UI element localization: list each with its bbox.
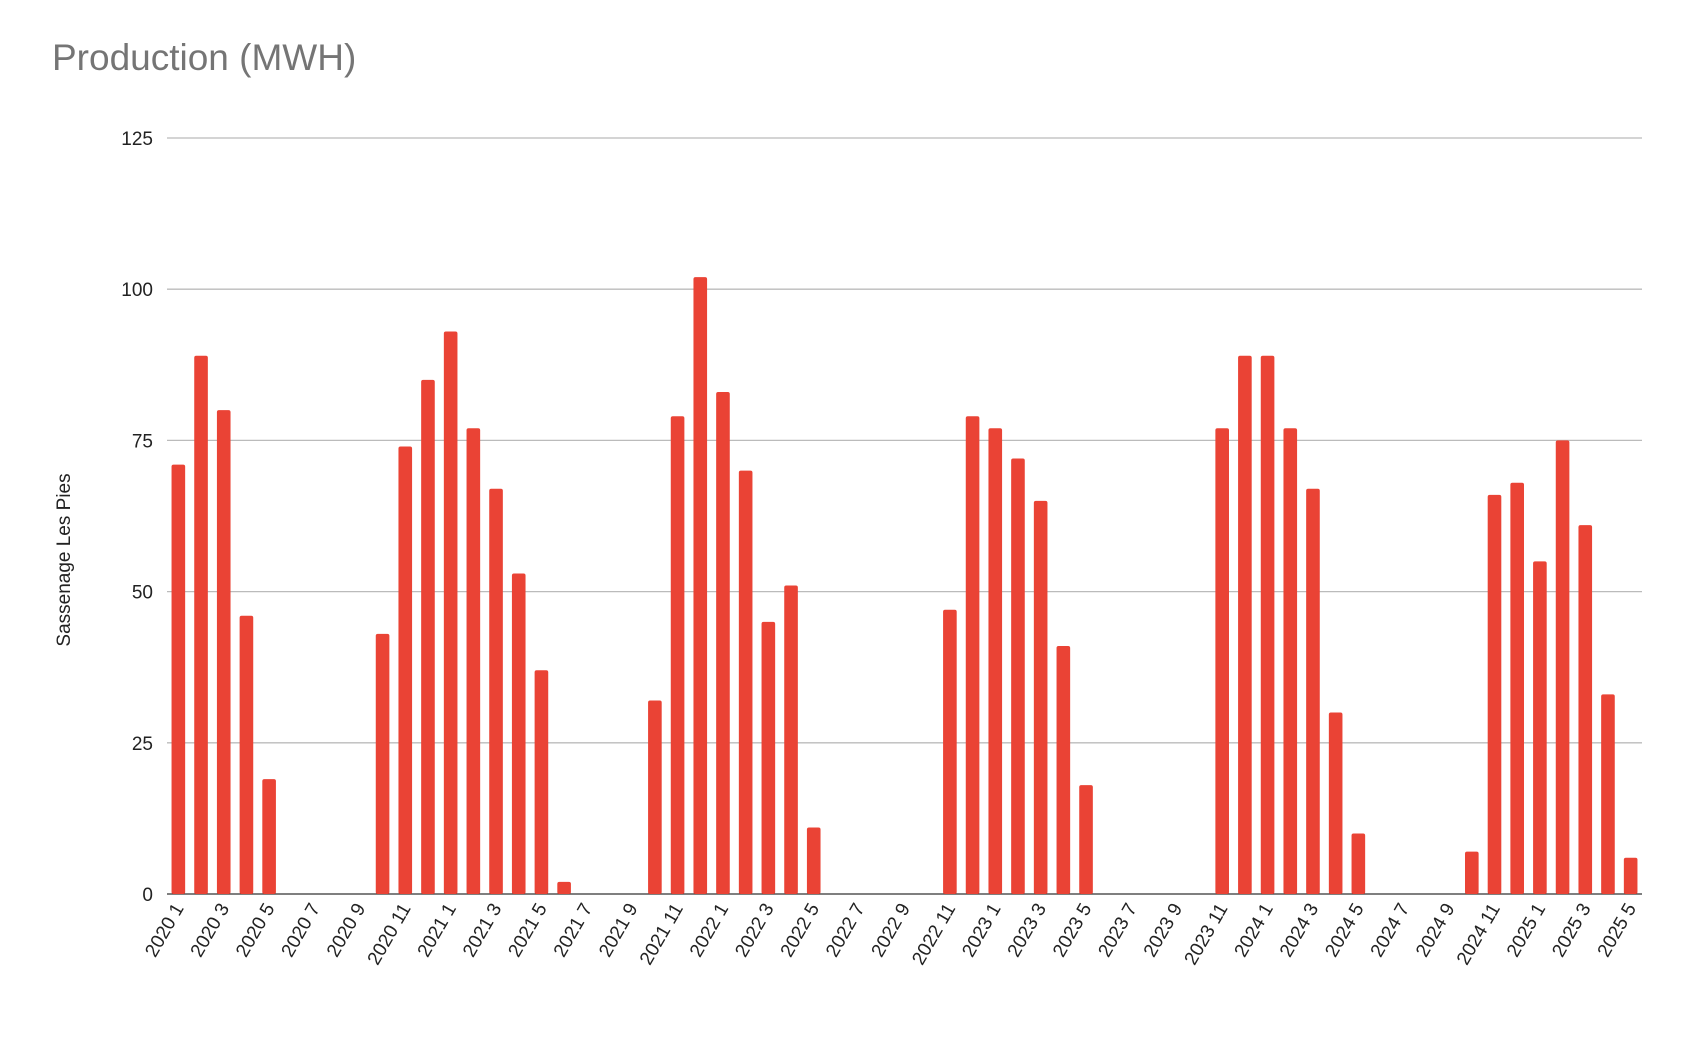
x-tick-label: 2024 11 <box>1453 900 1505 969</box>
x-tick-label: 2025 1 <box>1503 900 1550 961</box>
bar <box>443 331 458 894</box>
bar <box>1011 458 1025 894</box>
x-tick-label: 2023 7 <box>1095 900 1142 961</box>
bar <box>1465 851 1479 894</box>
bar <box>965 416 980 894</box>
bar <box>466 428 481 894</box>
bar <box>1283 428 1298 894</box>
y-tick-label: 100 <box>121 280 153 301</box>
bar <box>943 609 957 894</box>
bar <box>806 827 821 894</box>
x-tick-label: 2022 11 <box>908 900 960 969</box>
y-tick-label: 75 <box>132 431 153 452</box>
bar <box>194 355 208 894</box>
bar <box>1555 440 1570 894</box>
x-tick-label: 2025 5 <box>1594 900 1641 961</box>
x-tick-label: 2024 7 <box>1367 900 1414 961</box>
bar <box>534 670 549 894</box>
bar <box>1079 785 1093 894</box>
x-tick-label: 2022 1 <box>686 900 733 961</box>
x-tick-label: 2023 9 <box>1140 900 1187 961</box>
bar <box>1306 488 1320 894</box>
bar <box>1033 500 1048 894</box>
x-tick-label: 2023 11 <box>1181 900 1233 969</box>
bar <box>738 470 753 894</box>
x-tick-label: 2020 5 <box>232 900 279 961</box>
x-tick-label: 2021 5 <box>505 900 552 961</box>
bar <box>216 410 231 894</box>
x-tick-label: 2020 1 <box>141 900 188 961</box>
x-tick-label: 2020 9 <box>323 900 370 961</box>
bar <box>648 700 662 894</box>
y-tick-label: 0 <box>142 885 153 906</box>
bar <box>670 416 685 894</box>
x-tick-label: 2025 3 <box>1548 900 1595 961</box>
x-tick-label: 2020 11 <box>364 900 416 969</box>
bar <box>398 446 413 894</box>
bar <box>716 392 730 894</box>
x-tick-label: 2023 3 <box>1004 900 1051 961</box>
x-tick-label: 2023 5 <box>1049 900 1096 961</box>
bar <box>511 573 526 894</box>
x-tick-label: 2022 9 <box>868 900 915 961</box>
bar <box>557 881 571 894</box>
x-tick-label: 2021 9 <box>595 900 642 961</box>
bar <box>1328 712 1343 894</box>
bar <box>784 585 798 894</box>
bar <box>1351 833 1366 894</box>
bar <box>1487 494 1502 894</box>
x-tick-label: 2021 11 <box>636 900 688 969</box>
x-tick-label: 2021 1 <box>414 900 461 961</box>
bar <box>262 779 276 894</box>
bar <box>489 488 503 894</box>
bar <box>1238 355 1252 894</box>
x-tick-label: 2022 7 <box>822 900 869 961</box>
bar <box>761 621 776 894</box>
y-tick-label: 125 <box>121 129 153 150</box>
x-tick-label: 2022 3 <box>731 900 778 961</box>
bar <box>988 428 1003 894</box>
bar <box>171 464 186 894</box>
x-tick-label: 2024 5 <box>1321 900 1368 961</box>
bar <box>421 379 435 894</box>
bar <box>1510 482 1524 894</box>
bar <box>375 633 390 894</box>
bar <box>1601 694 1615 894</box>
bar <box>1533 561 1547 894</box>
x-tick-label: 2020 7 <box>278 900 325 961</box>
bar <box>1260 355 1275 894</box>
y-tick-label: 25 <box>132 734 153 755</box>
bar <box>239 615 254 894</box>
bar <box>1578 525 1593 894</box>
x-tick-label: 2024 1 <box>1231 900 1278 961</box>
x-tick-label: 2022 5 <box>777 900 824 961</box>
y-axis-label: Sassenage Les Pies <box>54 473 75 646</box>
chart-title: Production (MWH) <box>52 37 356 78</box>
x-tick-label: 2021 3 <box>459 900 506 961</box>
x-tick-label: 2020 3 <box>187 900 234 961</box>
x-tick-label: 2023 1 <box>958 900 1005 961</box>
x-tick-label: 2021 7 <box>550 900 597 961</box>
x-tick-label: 2024 9 <box>1412 900 1459 961</box>
bar <box>1623 857 1638 894</box>
bar <box>1056 646 1071 894</box>
bar <box>1215 428 1229 894</box>
bar <box>693 277 708 894</box>
x-tick-label: 2024 3 <box>1276 900 1323 961</box>
y-tick-label: 50 <box>132 583 153 604</box>
